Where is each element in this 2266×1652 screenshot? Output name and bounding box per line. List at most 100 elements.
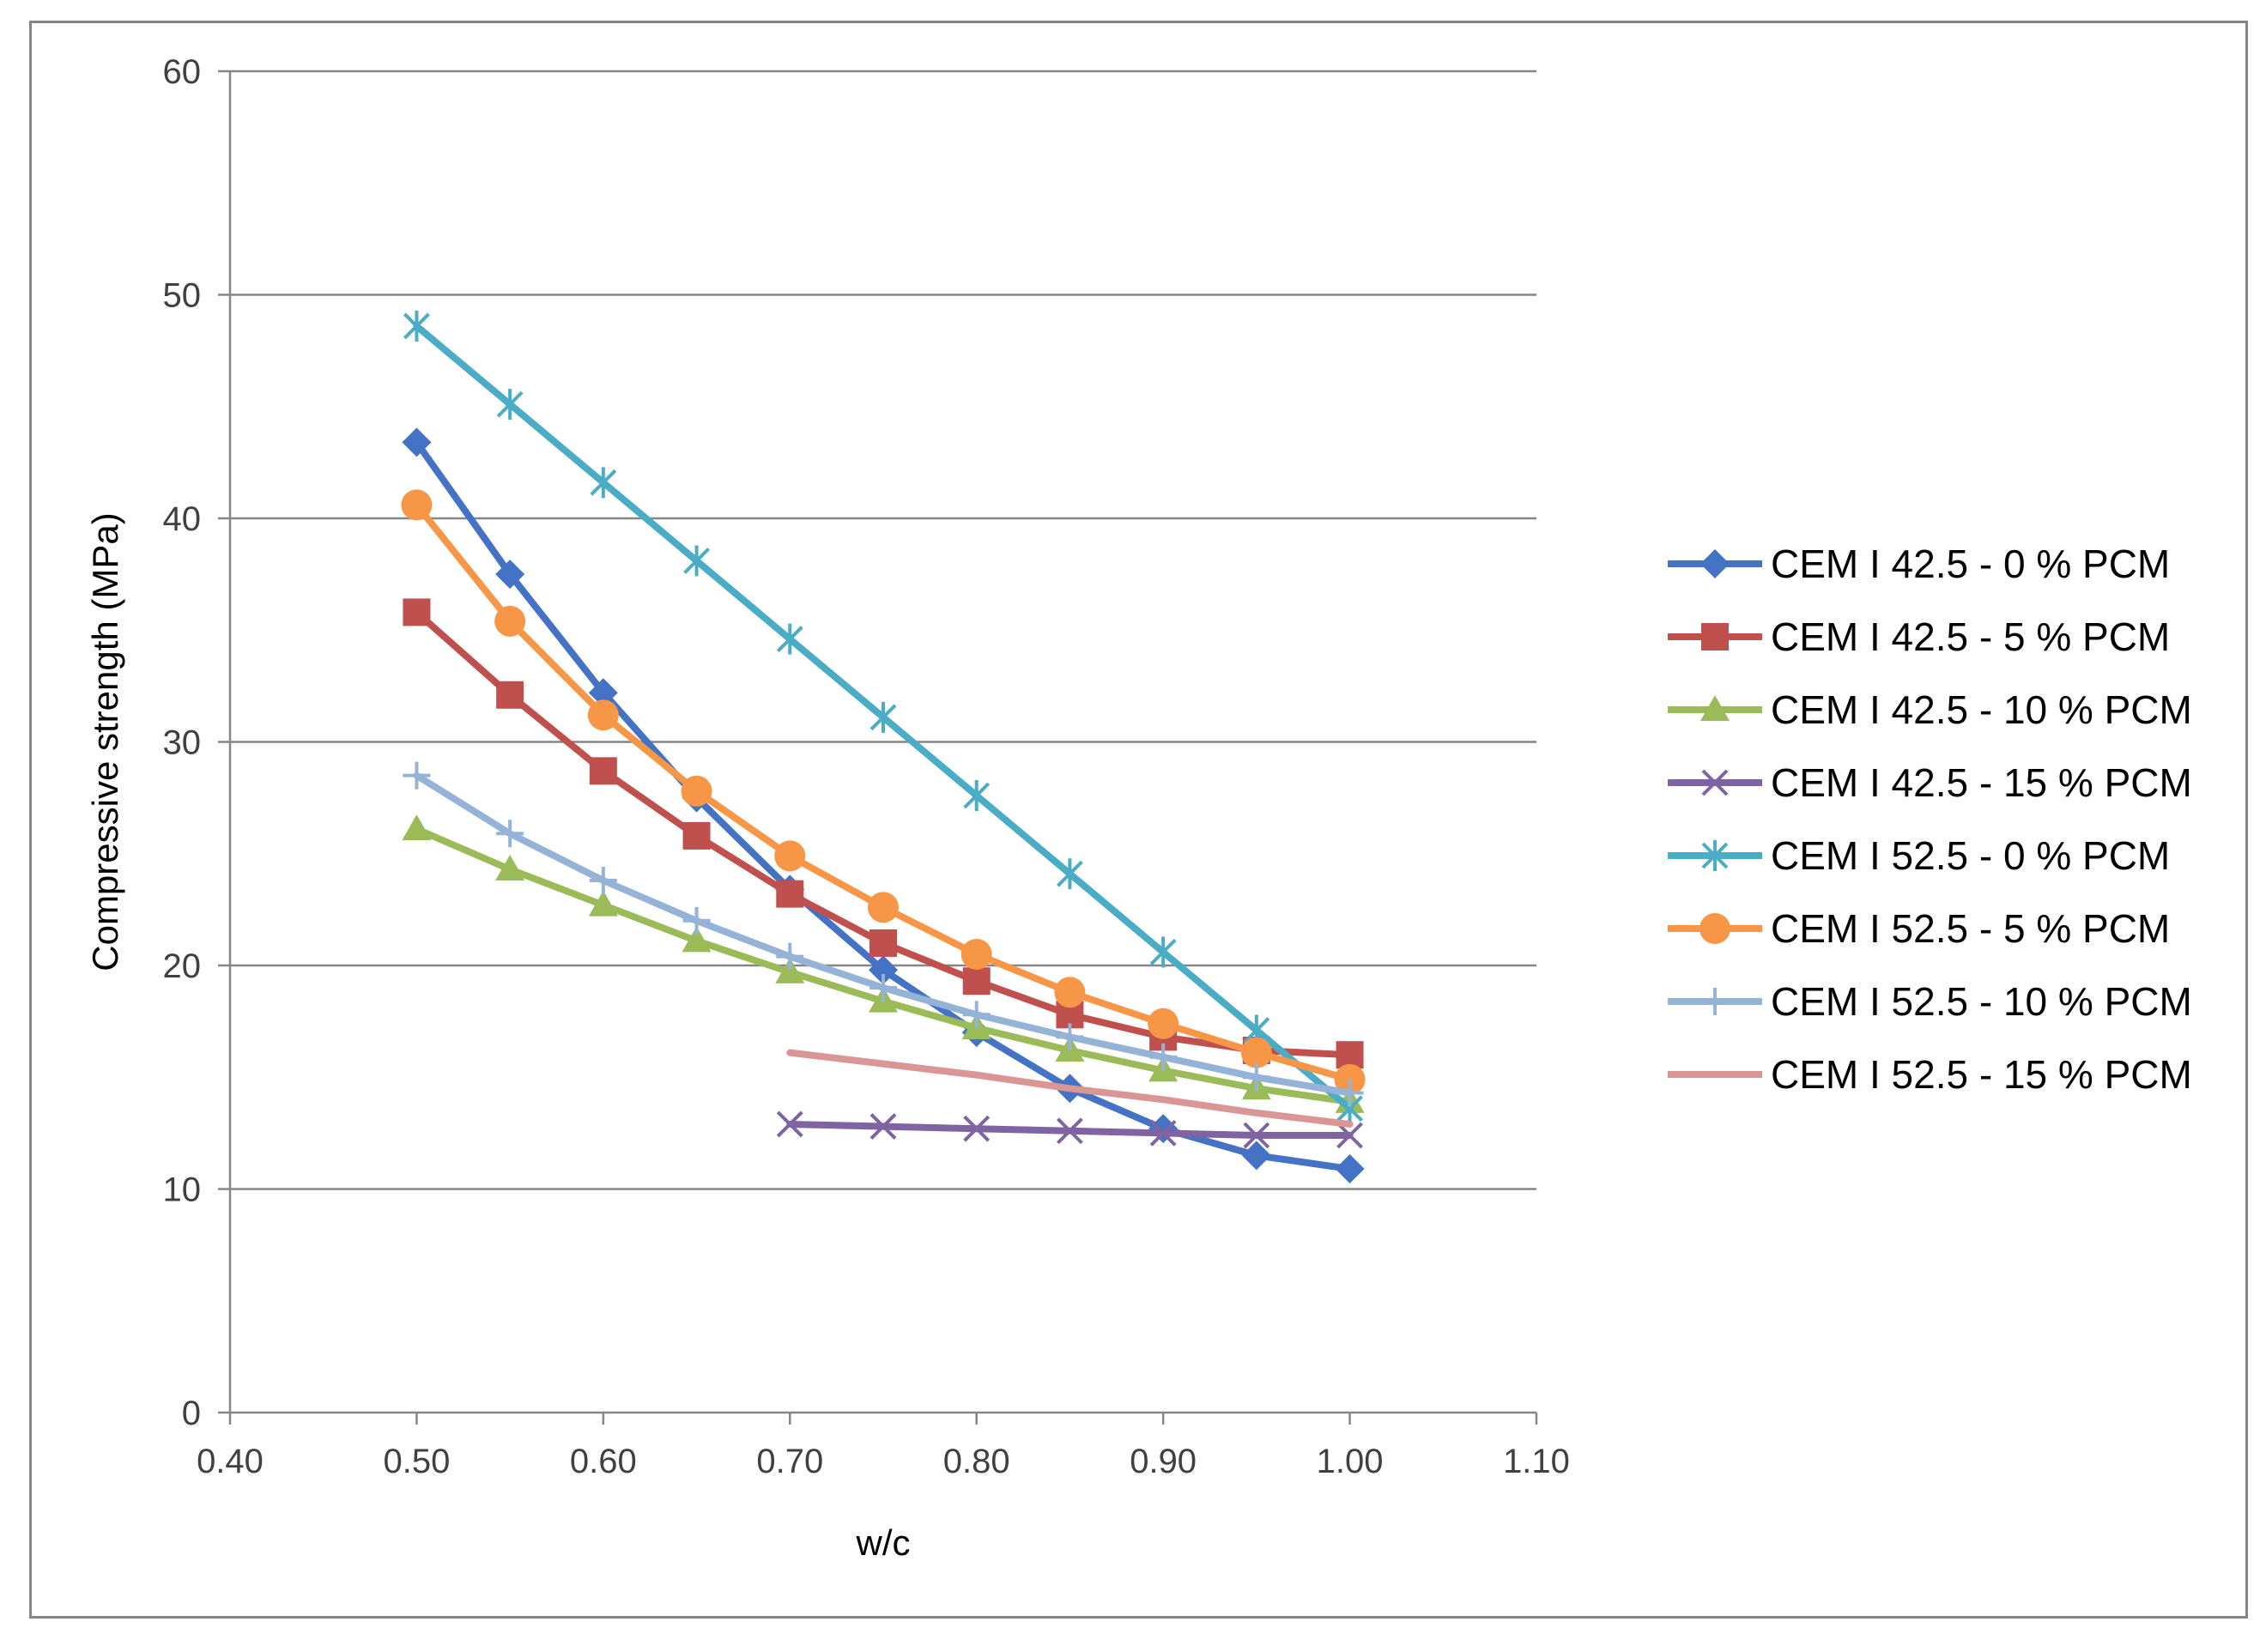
x-axis-title: w/c [856,1522,911,1563]
data-point [1242,1063,1270,1092]
data-point [402,427,432,457]
data-point [683,545,710,577]
series-7 [786,1049,1354,1128]
series-5 [401,489,1366,1095]
data-point [590,467,617,499]
data-point [401,489,433,521]
data-point [774,840,806,872]
data-point [496,389,524,421]
x-tick-label: 0.50 [383,1443,450,1480]
data-point [494,605,526,637]
legend-entry: CEM I 42.5 - 10 % PCM [1668,687,2192,732]
data-point [1057,1117,1083,1145]
legend-label: CEM I 52.5 - 5 % PCM [1771,906,2170,951]
legend-entry: CEM I 52.5 - 0 % PCM [1668,833,2170,878]
data-point [776,942,804,971]
legend-swatch-marker [1701,840,1729,871]
data-point [681,775,712,807]
data-point [775,957,805,983]
data-point [682,926,712,953]
data-point [403,310,430,342]
legend-entry: CEM I 52.5 - 10 % PCM [1668,979,2192,1024]
legend-entry: CEM I 42.5 - 15 % PCM [1668,760,2192,805]
legend-label: CEM I 42.5 - 15 % PCM [1771,760,2192,805]
legend-swatch-marker [1701,988,1729,1015]
series-layer [401,310,1366,1184]
series-line [786,1049,1354,1128]
y-tick-label: 10 [163,1171,202,1209]
legend-label: CEM I 52.5 - 0 % PCM [1771,833,2170,878]
data-point [868,892,899,923]
data-point [402,814,432,841]
legend-entry: CEM I 52.5 - 5 % PCM [1668,906,2170,951]
data-point [1149,1043,1178,1071]
data-point [403,761,431,790]
legend-label: CEM I 52.5 - 15 % PCM [1771,1052,2192,1097]
data-point [496,681,524,709]
y-tick-label: 40 [163,500,202,538]
legend-label: CEM I 42.5 - 5 % PCM [1771,614,2170,659]
data-point [495,560,525,590]
x-tick-label: 0.90 [1130,1443,1197,1480]
data-point [495,854,525,880]
data-point [963,1115,991,1142]
data-point [1056,1023,1084,1051]
y-tick-label: 30 [163,724,202,762]
legend-entry: CEM I 42.5 - 0 % PCM [1668,542,2170,586]
data-point [869,1113,897,1140]
data-point [963,780,991,812]
gridlines [230,70,1536,1190]
data-point [403,598,431,626]
data-point [960,938,992,970]
data-point [682,821,711,850]
legend-label: CEM I 42.5 - 10 % PCM [1771,687,2192,732]
legend-swatch-marker [1700,549,1730,578]
data-point [1336,1079,1364,1107]
data-point [869,929,897,957]
data-point [1148,1114,1178,1144]
series-6 [403,761,1364,1107]
data-point [776,623,803,655]
x-tick-label: 1.10 [1503,1443,1570,1480]
data-point [587,699,619,731]
data-point [589,757,617,785]
legend-swatch-marker [1700,913,1730,944]
legend-label: CEM I 52.5 - 10 % PCM [1771,979,2192,1024]
data-point [1241,1141,1271,1171]
data-point [1054,977,1086,1008]
legend-entry: CEM I 42.5 - 5 % PCM [1668,614,2170,659]
line-chart: 0 10 20 30 40 50 60 0.40 0.50 0.60 0.70 0.80 0.90 1.… [85,53,2192,1563]
legend-swatch-marker [1701,623,1729,651]
axes [218,70,1538,1425]
data-point [496,820,524,848]
x-tick-label: 0.70 [756,1443,823,1480]
series-4 [403,310,1363,1124]
y-tick-label: 0 [182,1395,201,1432]
data-point [776,880,804,908]
data-point [1240,1037,1272,1068]
y-tick-label: 50 [163,277,202,315]
data-point [869,955,898,985]
legend-swatch-marker [1700,695,1730,721]
series-3 [776,1110,1363,1149]
legend-label: CEM I 42.5 - 0 % PCM [1771,542,2170,586]
x-tick-label: 0.40 [197,1443,264,1480]
data-point [1149,936,1177,968]
data-point [869,974,897,1002]
data-point [869,701,897,733]
y-tick-label: 20 [163,947,202,985]
y-tick-label: 60 [163,53,202,91]
legend-entry: CEM I 52.5 - 15 % PCM [1668,1052,2192,1097]
x-tick-labels: 0.40 0.50 0.60 0.70 0.80 0.90 1.00 1.10 [197,1443,1570,1480]
data-point [776,1110,803,1138]
chart-frame: 0 10 20 30 40 50 60 0.40 0.50 0.60 0.70 0.80 0.90 1.… [29,21,2248,1619]
data-point [962,1001,991,1029]
data-point [588,678,618,708]
data-point [1335,1154,1365,1184]
legend: CEM I 42.5 - 0 % PCM CEM I 42.5 - 5 % PCM… [1668,542,2192,1097]
data-point [1243,1122,1270,1149]
x-tick-label: 0.60 [570,1443,637,1480]
data-point [1148,1008,1179,1039]
x-tick-label: 0.80 [943,1443,1010,1480]
data-point [1336,1122,1363,1149]
